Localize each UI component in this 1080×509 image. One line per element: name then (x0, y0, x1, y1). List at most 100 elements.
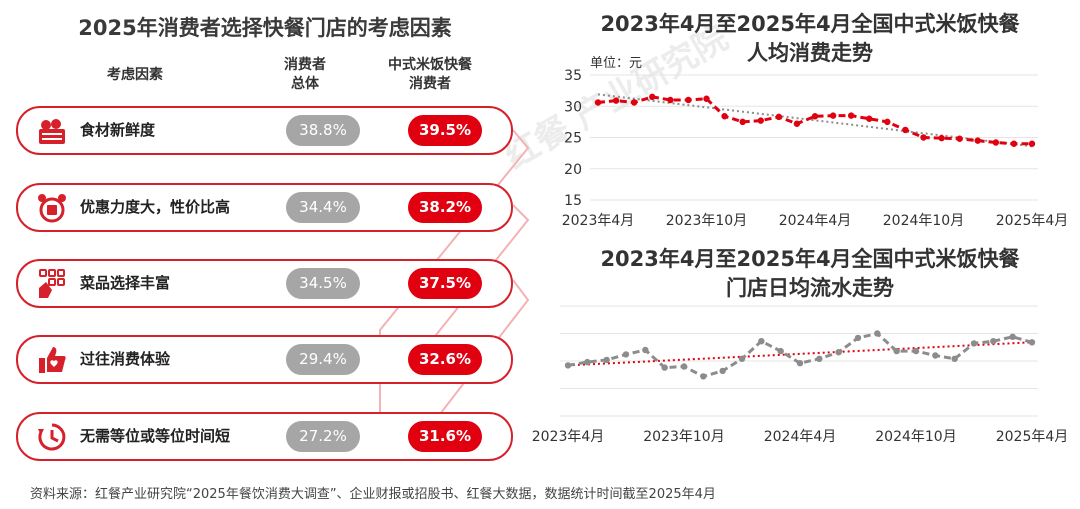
factor-row-3: 菜品选择丰富 34.5% 37.5% (16, 259, 513, 308)
data-point (970, 340, 978, 347)
data-point (938, 134, 945, 142)
value-rice: 37.5% (408, 268, 482, 299)
x-tick-label: 2024年10月 (875, 429, 956, 445)
data-point (612, 97, 620, 104)
data-point (758, 338, 765, 345)
col-header-all: 消费者 总体 (284, 57, 326, 92)
data-point (793, 120, 801, 127)
factor-row-5: 无需等位或等位时间短 27.2% 31.6% (16, 412, 513, 461)
chart1-per-capita-spending: 15 20 25 30 35 2023年4月 2023年10月 2024年4月 2024年10月… (562, 68, 1069, 229)
factor-row-2: 优惠力度大，性价比高 34.4% 38.2% (16, 183, 513, 232)
source-note: 资料来源：红餐产业研究院“2025年餐饮消费大调查”、企业财报或招股书、红餐大数… (30, 487, 716, 502)
x-tick-label: 2024年10月 (883, 213, 964, 229)
data-point (884, 118, 891, 126)
data-point (912, 347, 920, 355)
x-tick-label: 2023年4月 (562, 213, 635, 229)
factor-label: 菜品选择丰富 (80, 274, 171, 292)
data-point (584, 358, 591, 366)
data-point (796, 360, 804, 367)
factor-label: 优惠力度大，性价比高 (80, 198, 231, 216)
data-point (902, 126, 909, 134)
data-point (951, 355, 958, 362)
data-point (738, 355, 746, 362)
series-line (597, 95, 1032, 146)
value-all: 29.4% (286, 344, 360, 375)
data-point (685, 96, 692, 104)
data-point (594, 99, 602, 106)
data-point (700, 373, 707, 380)
factor-row-4: 过往消费体验 29.4% 32.6% (16, 335, 513, 384)
menu-grid-hand-icon (39, 269, 65, 298)
data-point (932, 352, 939, 359)
data-point (1009, 333, 1016, 340)
chart2-daily-store-revenue: 2023年4月 2023年10月 2024年4月 2024年10月 2025年4月 (532, 305, 1069, 445)
value-all: 27.2% (286, 421, 360, 452)
x-tick-label: 2023年4月 (532, 429, 605, 445)
data-point (956, 135, 963, 142)
factor-row-1: 食材新鲜度 38.8% 39.5% (16, 106, 513, 155)
value-rice: 38.2% (408, 192, 482, 223)
data-point (893, 347, 900, 355)
data-point (974, 137, 981, 144)
data-point (847, 112, 855, 119)
data-point (992, 139, 1000, 146)
left-panel-title: 2025年消费者选择快餐门店的考虑因素 (78, 16, 452, 40)
value-all: 34.4% (286, 192, 360, 223)
data-point (603, 356, 610, 364)
value-rice: 31.6% (408, 421, 482, 452)
data-point (667, 96, 674, 104)
x-tick-label: 2024年4月 (764, 429, 837, 445)
chart2-title: 2023年4月至2025年4月全国中式米饭快餐 门店日均流水走势 (600, 247, 1020, 300)
data-point (990, 338, 997, 345)
data-point (1028, 339, 1036, 346)
data-point (739, 118, 746, 126)
factor-label: 无需等位或等位时间短 (80, 427, 231, 445)
data-point (622, 351, 630, 358)
data-point (816, 355, 823, 362)
x-tick-label: 2023年10月 (666, 213, 747, 229)
y-tick-label: 25 (564, 131, 582, 147)
data-point (829, 112, 837, 119)
y-tick-label: 20 (564, 162, 582, 178)
data-point (1010, 140, 1018, 147)
data-point (757, 117, 764, 124)
data-point (630, 99, 638, 106)
chart1-title: 2023年4月至2025年4月全国中式米饭快餐 人均消费走势 (600, 12, 1020, 65)
data-point (811, 113, 819, 120)
fresh-food-basket-icon (39, 119, 65, 144)
data-point (775, 113, 783, 121)
row-connectors (379, 129, 530, 441)
value-all: 38.8% (286, 115, 360, 146)
x-tick-label: 2025年4月 (996, 429, 1069, 445)
data-point (719, 367, 726, 375)
data-point (874, 330, 881, 337)
data-point (661, 364, 668, 371)
data-point (721, 113, 728, 120)
data-point (649, 93, 656, 101)
data-point (642, 346, 649, 354)
x-tick-label: 2023年10月 (643, 429, 724, 445)
value-rice: 39.5% (408, 115, 482, 146)
col-header-factor: 考虑因素 (107, 67, 163, 83)
data-point (920, 134, 927, 141)
data-point (1028, 140, 1036, 147)
data-point (866, 115, 873, 122)
data-point (680, 363, 688, 370)
y-tick-label: 15 (564, 193, 582, 209)
y-tick-label: 35 (564, 68, 582, 84)
value-rice: 32.6% (408, 344, 482, 375)
data-point (703, 95, 710, 102)
data-point (854, 334, 862, 342)
y-tick-label: 30 (564, 99, 582, 115)
chart1-unit-label: 单位：元 (590, 56, 643, 71)
x-tick-label: 2025年4月 (996, 213, 1069, 229)
x-tick-label: 2024年4月 (779, 213, 852, 229)
data-point (564, 362, 572, 369)
col-header-rice: 中式米饭快餐 消费者 (388, 57, 472, 92)
thumbs-up-icon (39, 347, 66, 373)
data-point (835, 349, 842, 356)
factor-label: 食材新鲜度 (80, 121, 156, 139)
value-all: 34.5% (286, 268, 360, 299)
series-line (567, 331, 1033, 379)
timer-clock-icon (38, 423, 66, 451)
